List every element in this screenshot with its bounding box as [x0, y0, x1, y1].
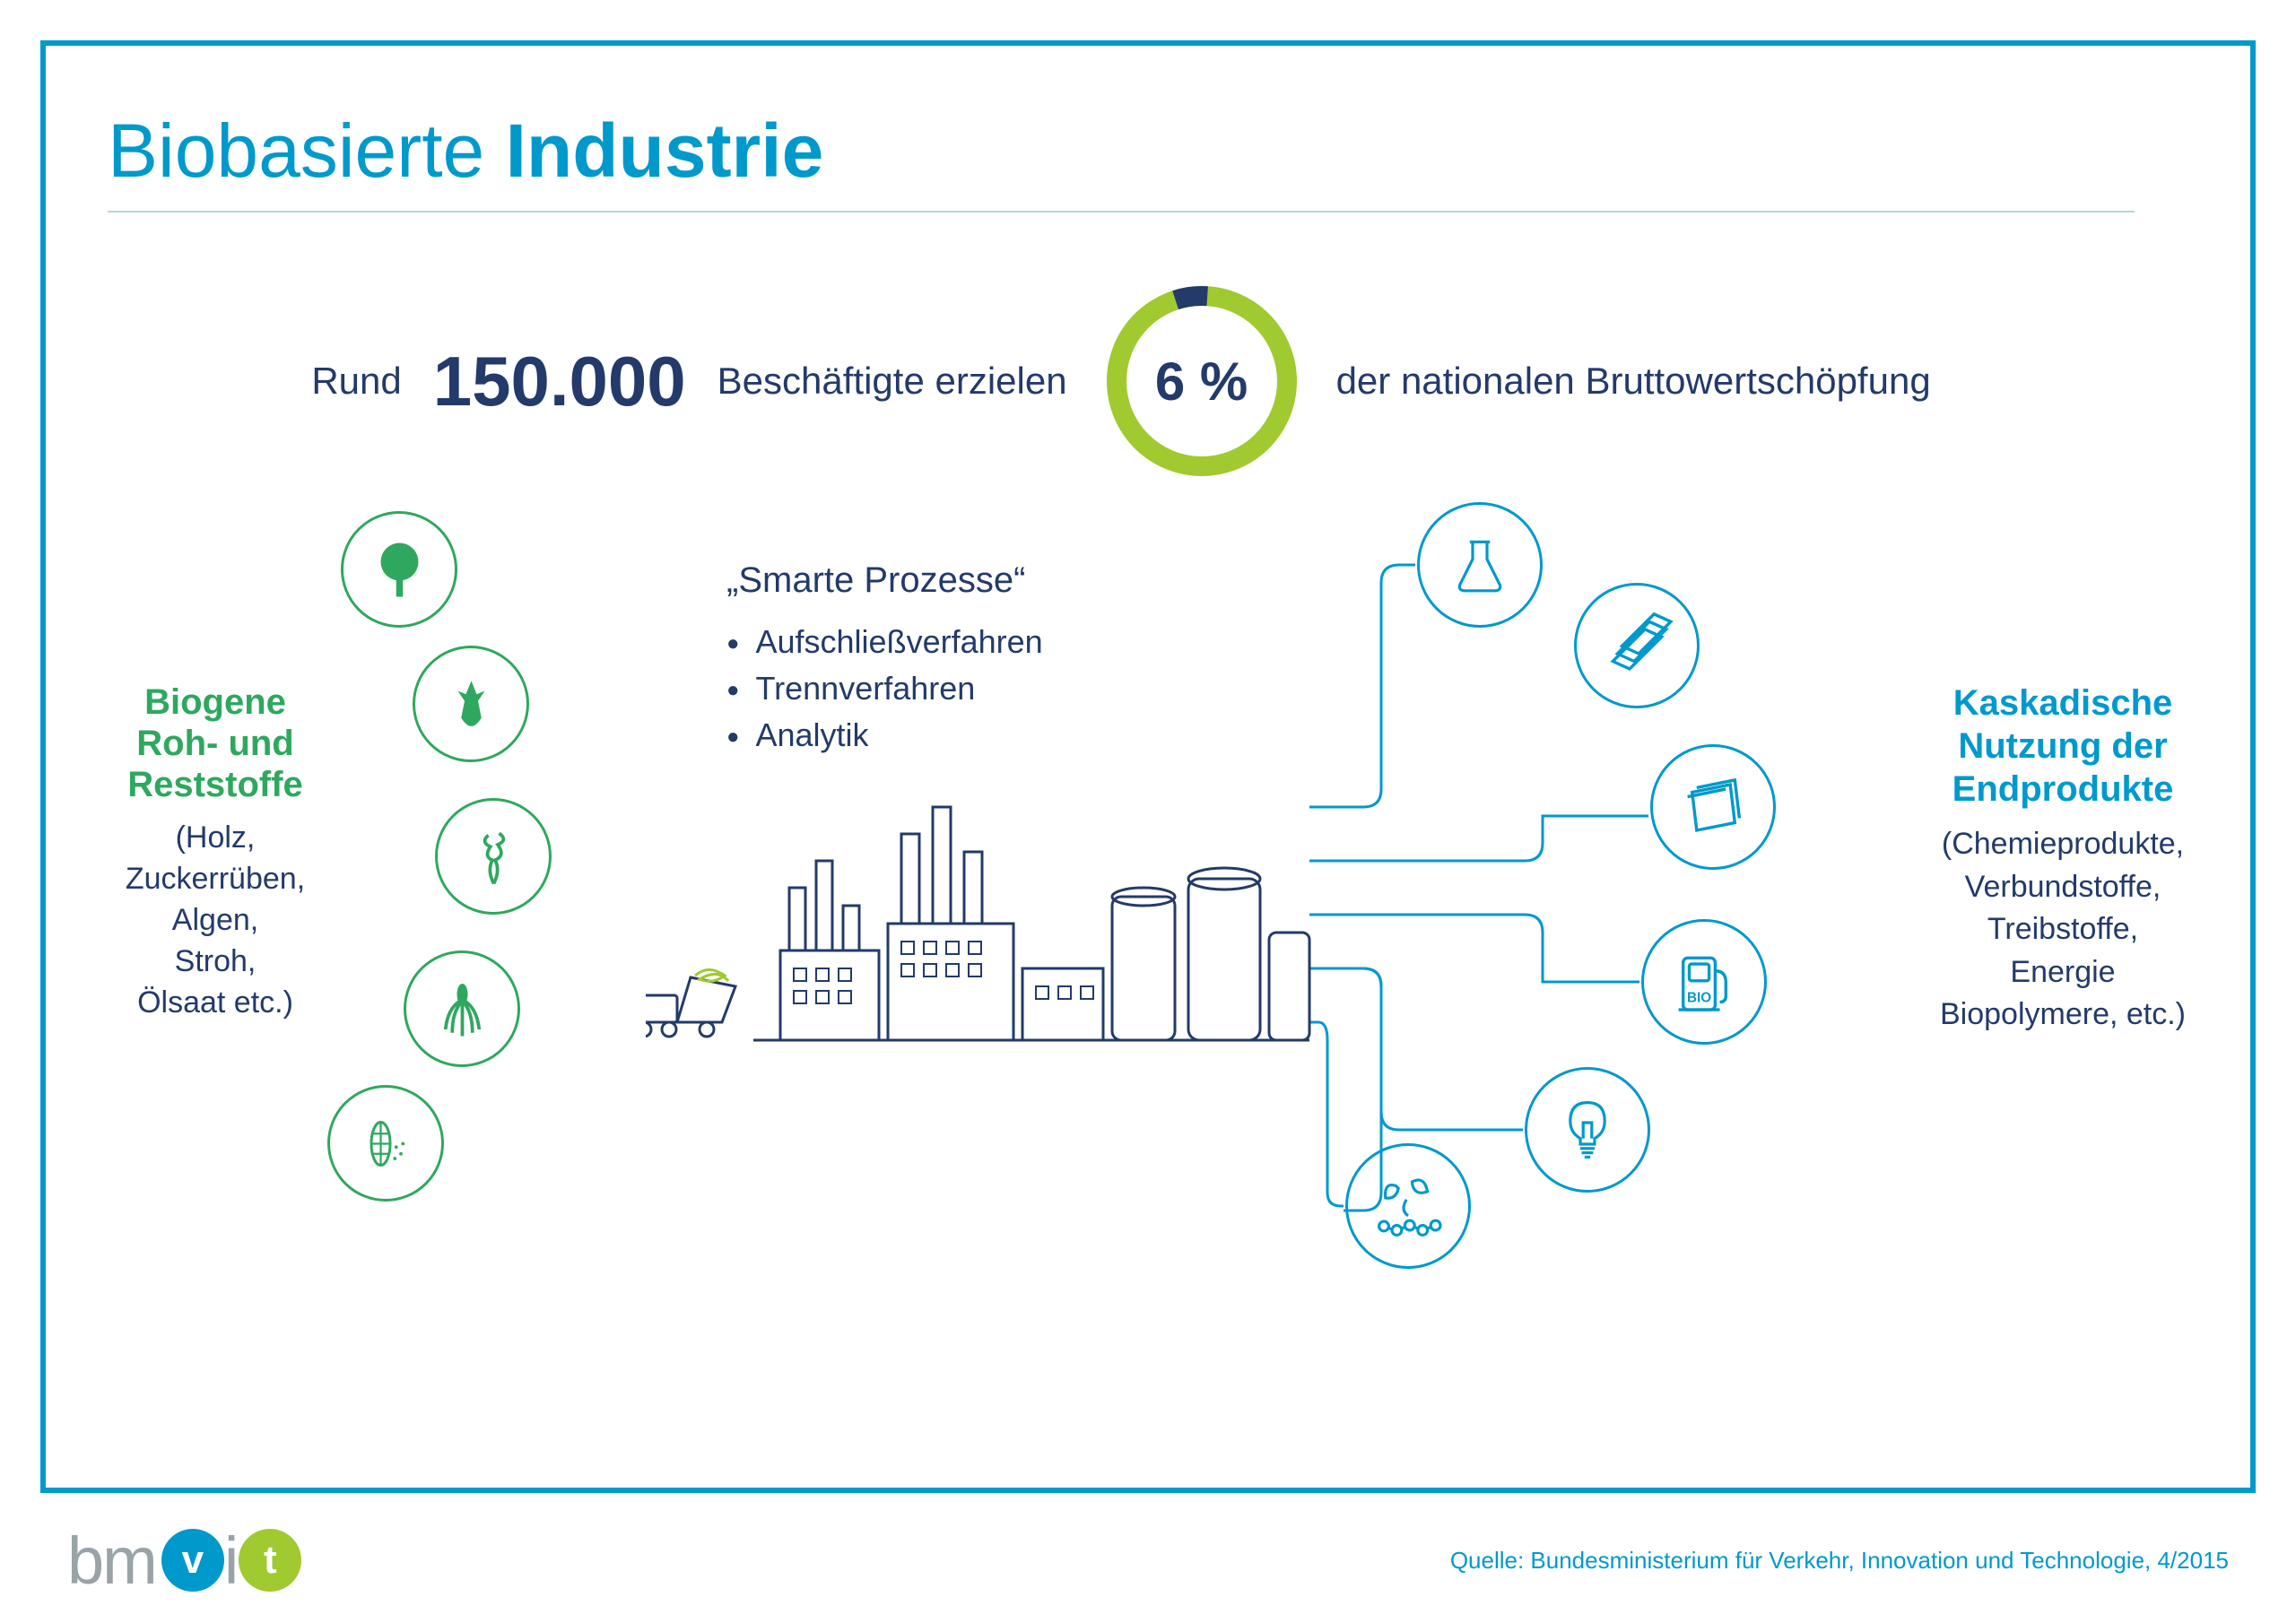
bio-label: BIO — [1686, 990, 1710, 1005]
tree-icon — [341, 511, 457, 628]
center-item: Analytik — [726, 712, 1043, 759]
page-title: Biobasierte Industrie — [108, 108, 823, 195]
title-underline — [108, 211, 2135, 213]
stats-pre: Rund — [311, 360, 401, 403]
bio-fuel-pump-icon: BIO — [1641, 919, 1767, 1045]
wheat-sheaf-icon — [404, 950, 520, 1067]
right-column: Kaskadische Nutzung der Endprodukte (Che… — [1924, 681, 2202, 1037]
stats-row: Rund 150.000 Beschäftigte erzielen 6 % d… — [108, 278, 2135, 484]
center-list: Aufschließverfahren Trennverfahren Analy… — [726, 619, 1043, 759]
logo-t-ball: t — [239, 1529, 301, 1592]
flask-icon — [1417, 502, 1543, 628]
lightbulb-icon — [1525, 1067, 1650, 1193]
donut-percent-label: 6 % — [1099, 278, 1305, 484]
source-citation: Quelle: Bundesministerium für Verkehr, I… — [1450, 1547, 2229, 1575]
center-item: Aufschließverfahren — [726, 619, 1043, 665]
footer: bm v i t Quelle: Bundesministerium für V… — [40, 1524, 2256, 1596]
stats-post: der nationalen Bruttowertschöpfung — [1336, 360, 1931, 403]
bmvit-logo: bm v i t — [67, 1523, 301, 1599]
left-subtitle: (Holz, Zuckerrüben, Algen, Stroh, Ölsaat… — [94, 818, 336, 1023]
title-light: Biobasierte — [108, 108, 506, 193]
beet-icon — [413, 646, 529, 762]
molecule-leaves-icon — [1345, 1143, 1471, 1269]
right-title: Kaskadische Nutzung der Endprodukte — [1924, 681, 2202, 811]
logo-i: i — [224, 1523, 239, 1599]
logo-v-ball: v — [161, 1529, 224, 1592]
factory-illustration — [646, 780, 1327, 1067]
paper-stack-icon — [1650, 744, 1776, 870]
algae-icon — [435, 798, 552, 915]
left-column: Biogene Roh- und Reststoffe (Holz, Zucke… — [94, 681, 336, 1023]
left-title: Biogene Roh- und Reststoffe — [94, 681, 336, 805]
donut-chart: 6 % — [1099, 278, 1305, 484]
center-heading: „Smarte Prozesse“ — [726, 560, 1025, 601]
corn-icon — [327, 1085, 444, 1202]
right-subtitle: (Chemieprodukte, Verbundstoffe, Treibsto… — [1924, 823, 2202, 1037]
center-item: Trennverfahren — [726, 665, 1043, 712]
planks-icon — [1574, 583, 1700, 708]
title-bold: Industrie — [506, 108, 824, 193]
stats-number: 150.000 — [433, 341, 686, 422]
stats-mid: Beschäftigte erzielen — [718, 360, 1067, 403]
logo-bm: bm — [67, 1523, 156, 1599]
